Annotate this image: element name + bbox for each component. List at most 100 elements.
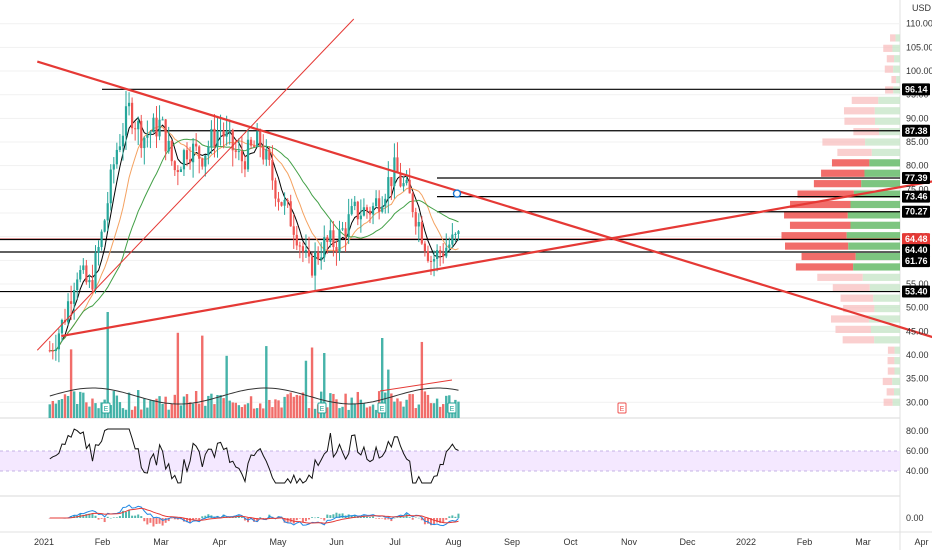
volume-bar <box>213 404 216 418</box>
volume-profile-bar <box>894 55 900 63</box>
volume-bar <box>313 408 317 418</box>
candle-body <box>390 177 393 187</box>
macd-histogram-bar <box>259 517 262 518</box>
macd-tick-label: 0.00 <box>906 513 924 523</box>
time-tick-label: Oct <box>563 537 578 547</box>
volume-bar <box>48 404 51 418</box>
grid <box>0 23 900 403</box>
candle-body <box>88 280 91 283</box>
volume-bar <box>185 394 189 418</box>
candle-body <box>118 146 122 150</box>
candle-body <box>283 199 286 206</box>
volume-profile-bar <box>862 273 900 281</box>
macd-histogram-bar <box>189 518 192 524</box>
volume-bar <box>60 399 64 418</box>
macd-histogram-bar <box>335 512 338 518</box>
volume-bar <box>435 398 439 418</box>
volume-profile-bar <box>874 117 900 125</box>
candle-body <box>85 265 88 283</box>
macd-histogram-bar <box>298 518 301 519</box>
candle-body <box>432 259 436 262</box>
volume-bar <box>390 393 393 418</box>
volume-bar <box>350 397 353 418</box>
time-tick-label: Apr <box>914 537 928 547</box>
volume-profile-bar <box>840 294 874 302</box>
candle-body <box>51 350 54 352</box>
macd-histogram-bar <box>70 516 73 518</box>
candle-body <box>274 180 277 199</box>
price-tag-label: 87.38 <box>905 126 928 136</box>
macd-panel: 0.00 <box>48 504 924 527</box>
candle-body <box>179 169 183 173</box>
candle-body <box>173 161 176 171</box>
macd-histogram-bar <box>326 514 329 518</box>
time-tick-label: 2022 <box>736 537 756 547</box>
volume-bar <box>94 403 97 418</box>
volume-bar <box>298 395 302 418</box>
candle-body <box>286 199 289 202</box>
volume-profile-bar <box>879 128 900 136</box>
volume-bar <box>54 403 58 418</box>
macd-histogram-bar <box>417 517 420 519</box>
macd-histogram-bar <box>381 518 384 519</box>
time-tick-label: 2021 <box>34 537 54 547</box>
candle-body <box>329 230 332 242</box>
volume-bar <box>252 408 256 418</box>
candle-body <box>448 244 451 248</box>
candle-body <box>249 139 253 146</box>
macd-histogram-bar <box>134 515 137 518</box>
earnings-marker <box>447 402 457 414</box>
candle-body <box>176 170 179 173</box>
macd-histogram-bar <box>304 518 307 522</box>
volume-bar <box>286 394 289 418</box>
volume-bar <box>137 390 140 418</box>
volume-bar <box>289 392 292 418</box>
volume-bar <box>124 409 128 418</box>
candle-body <box>70 301 73 304</box>
macd-histogram-bar <box>375 518 378 519</box>
macd-histogram-bar <box>283 518 286 523</box>
earnings-marker-label: E <box>620 406 625 413</box>
volume-bar <box>127 392 131 418</box>
candle-body <box>234 150 237 152</box>
candle-body <box>124 106 128 136</box>
volume-bar <box>63 394 67 418</box>
time-tick-label: Aug <box>445 537 461 547</box>
candle-body <box>76 279 79 291</box>
candle-body <box>207 146 210 156</box>
candle-body <box>91 280 94 290</box>
volume-bar <box>280 407 283 418</box>
volume-bar <box>295 394 299 418</box>
time-tick-label: May <box>269 537 287 547</box>
macd-histogram-bar <box>88 513 91 518</box>
candle-body <box>131 102 134 129</box>
volume-bar <box>292 396 295 418</box>
volume-profile-bar <box>837 148 872 157</box>
earnings-marker <box>617 402 627 414</box>
candle-body <box>341 228 344 230</box>
price-tag <box>902 285 930 298</box>
volume-profile-bar <box>843 304 875 313</box>
volume-bar <box>82 392 85 418</box>
trendlines[interactable] <box>36 18 932 351</box>
candle-body <box>411 193 414 213</box>
candle-body <box>442 253 445 257</box>
macd-histogram-bar <box>121 510 124 518</box>
macd-histogram-bar <box>350 515 353 518</box>
candle-body <box>262 146 265 160</box>
price-tick-label: 50.00 <box>906 303 929 313</box>
macd-histogram-bar <box>411 518 414 520</box>
macd-histogram-bar <box>201 516 204 518</box>
volume-profile-bar <box>891 75 897 84</box>
volume-bar <box>97 408 100 418</box>
macd-histogram-bar <box>170 518 173 519</box>
candle-body <box>216 130 219 147</box>
candle-body <box>106 203 109 221</box>
volume-profile-bar <box>846 232 900 240</box>
macd-histogram-bar <box>369 517 372 518</box>
macd-histogram-bar <box>314 517 317 519</box>
macd-histogram-bar <box>192 518 195 520</box>
macd-histogram-bar <box>262 518 265 519</box>
